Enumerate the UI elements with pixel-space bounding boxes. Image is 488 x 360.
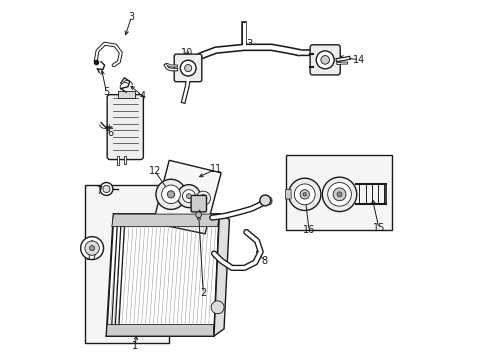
Circle shape xyxy=(177,185,200,208)
Polygon shape xyxy=(214,214,229,336)
Circle shape xyxy=(199,195,206,202)
Circle shape xyxy=(211,301,224,314)
Polygon shape xyxy=(106,214,219,336)
Text: 6: 6 xyxy=(107,129,113,138)
Text: 12: 12 xyxy=(148,166,161,176)
Text: 4: 4 xyxy=(139,91,145,101)
Circle shape xyxy=(186,194,191,199)
Circle shape xyxy=(162,185,180,204)
Text: 7: 7 xyxy=(96,186,102,196)
Circle shape xyxy=(303,193,306,196)
Circle shape xyxy=(322,177,356,212)
Polygon shape xyxy=(153,160,221,234)
Circle shape xyxy=(327,183,351,206)
Circle shape xyxy=(102,185,110,193)
FancyBboxPatch shape xyxy=(107,95,143,159)
Text: 2: 2 xyxy=(200,288,206,298)
Text: 14: 14 xyxy=(352,55,365,65)
Circle shape xyxy=(332,188,346,201)
Circle shape xyxy=(336,192,341,197)
Circle shape xyxy=(320,55,329,64)
FancyBboxPatch shape xyxy=(285,190,290,199)
Bar xyxy=(85,185,169,343)
Circle shape xyxy=(294,184,314,205)
FancyBboxPatch shape xyxy=(191,195,206,212)
Text: 10: 10 xyxy=(181,48,193,58)
Text: 9: 9 xyxy=(266,197,272,207)
Circle shape xyxy=(184,64,191,72)
Circle shape xyxy=(81,237,103,260)
Text: 15: 15 xyxy=(372,224,385,233)
Circle shape xyxy=(100,183,113,195)
Bar xyxy=(285,155,391,230)
Circle shape xyxy=(288,178,320,211)
Circle shape xyxy=(156,179,185,210)
Circle shape xyxy=(316,51,333,69)
FancyBboxPatch shape xyxy=(174,54,202,82)
Polygon shape xyxy=(106,324,214,336)
Circle shape xyxy=(195,212,201,218)
Text: 17: 17 xyxy=(86,252,98,262)
Circle shape xyxy=(260,195,270,206)
Text: 5: 5 xyxy=(103,87,109,97)
Circle shape xyxy=(85,241,99,255)
Text: 3: 3 xyxy=(128,12,134,22)
Text: 13: 13 xyxy=(242,39,254,49)
Text: 11: 11 xyxy=(209,164,222,174)
Text: 1: 1 xyxy=(132,341,138,351)
Circle shape xyxy=(89,246,94,251)
Bar xyxy=(118,91,135,98)
Polygon shape xyxy=(112,214,219,226)
Circle shape xyxy=(196,191,210,206)
Circle shape xyxy=(182,190,195,203)
Circle shape xyxy=(300,190,309,199)
Text: 8: 8 xyxy=(261,256,267,266)
Circle shape xyxy=(167,191,174,198)
Text: 16: 16 xyxy=(302,225,315,235)
Circle shape xyxy=(180,60,196,76)
FancyBboxPatch shape xyxy=(309,45,340,75)
